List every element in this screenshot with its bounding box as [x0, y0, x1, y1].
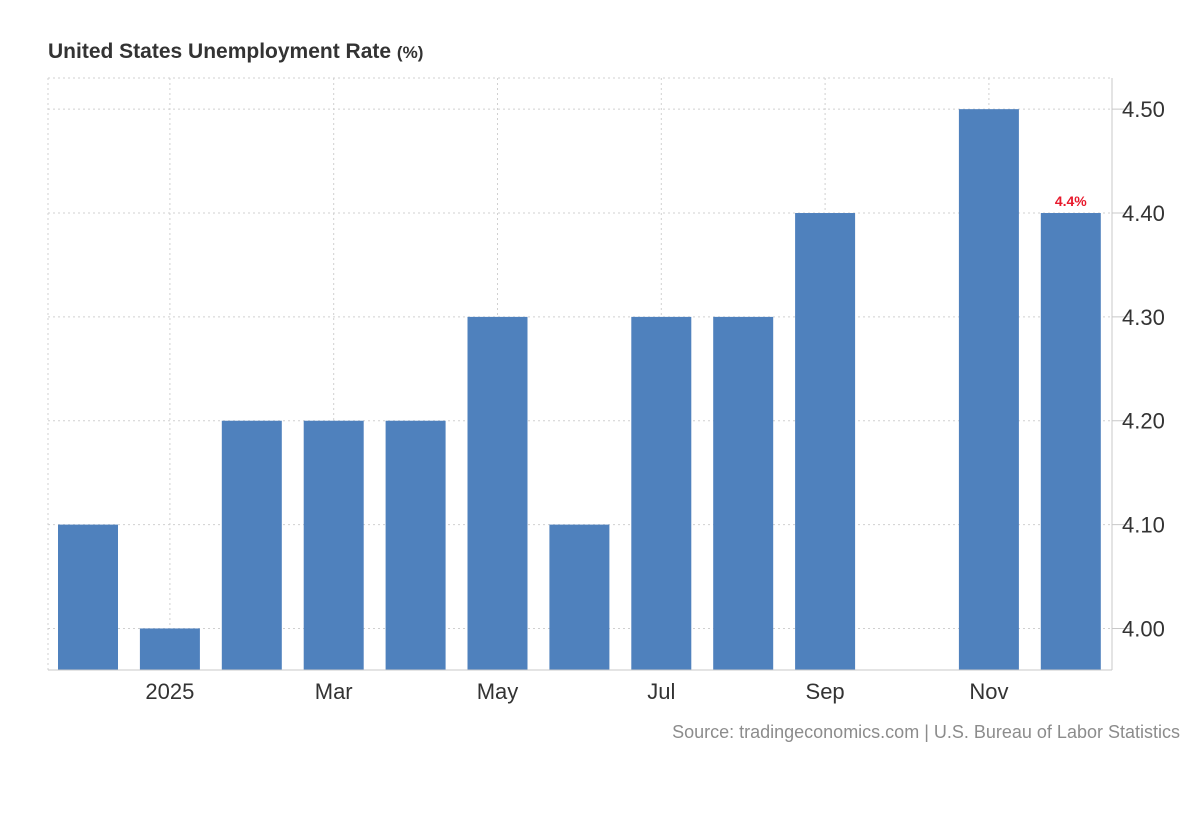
annotations: 4.4% [1055, 193, 1087, 209]
x-tick-label: Sep [806, 679, 845, 704]
chart-title: United States Unemployment Rate (%) [48, 40, 423, 64]
bar-nov-2025 [958, 109, 1019, 670]
bar-jan-2025 [139, 628, 200, 670]
bar-dec-2025 [1040, 213, 1101, 670]
chart-title-text: United States Unemployment Rate [48, 40, 392, 63]
y-tick-label: 4.30 [1122, 305, 1165, 330]
x-tick-labels: 2025 Mar May Jul Sep Nov [145, 679, 1008, 704]
bar-apr-2025 [385, 420, 446, 670]
bar-jun-2025 [549, 524, 610, 670]
axes [48, 78, 1113, 671]
bar-jul-2025 [631, 316, 692, 670]
source-note: Source: tradingeconomics.com | U.S. Bure… [672, 722, 1180, 742]
chart-title-unit: (%) [396, 43, 424, 62]
bar-mar-2025 [303, 420, 364, 670]
y-tick-labels: 4.00 4.10 4.20 4.30 4.40 4.50 [1112, 97, 1165, 641]
bars [58, 109, 1101, 670]
x-tick-label: Nov [969, 679, 1008, 704]
x-tick-label: Jul [647, 679, 675, 704]
y-tick-label: 4.40 [1122, 201, 1165, 226]
x-tick-label: Mar [315, 679, 353, 704]
y-tick-label: 4.00 [1122, 616, 1165, 641]
bar-sep-2025 [795, 213, 856, 670]
last-value-label: 4.4% [1055, 193, 1087, 209]
y-tick-label: 4.50 [1122, 97, 1165, 122]
bar-feb-2025 [221, 420, 282, 670]
y-tick-label: 4.20 [1122, 409, 1165, 434]
y-tick-label: 4.10 [1122, 513, 1165, 538]
bar-dec-2024 [58, 524, 118, 670]
x-tick-label: 2025 [145, 679, 194, 704]
bar-may-2025 [467, 316, 528, 670]
bar-aug-2025 [713, 316, 774, 670]
x-tick-label: May [477, 679, 519, 704]
